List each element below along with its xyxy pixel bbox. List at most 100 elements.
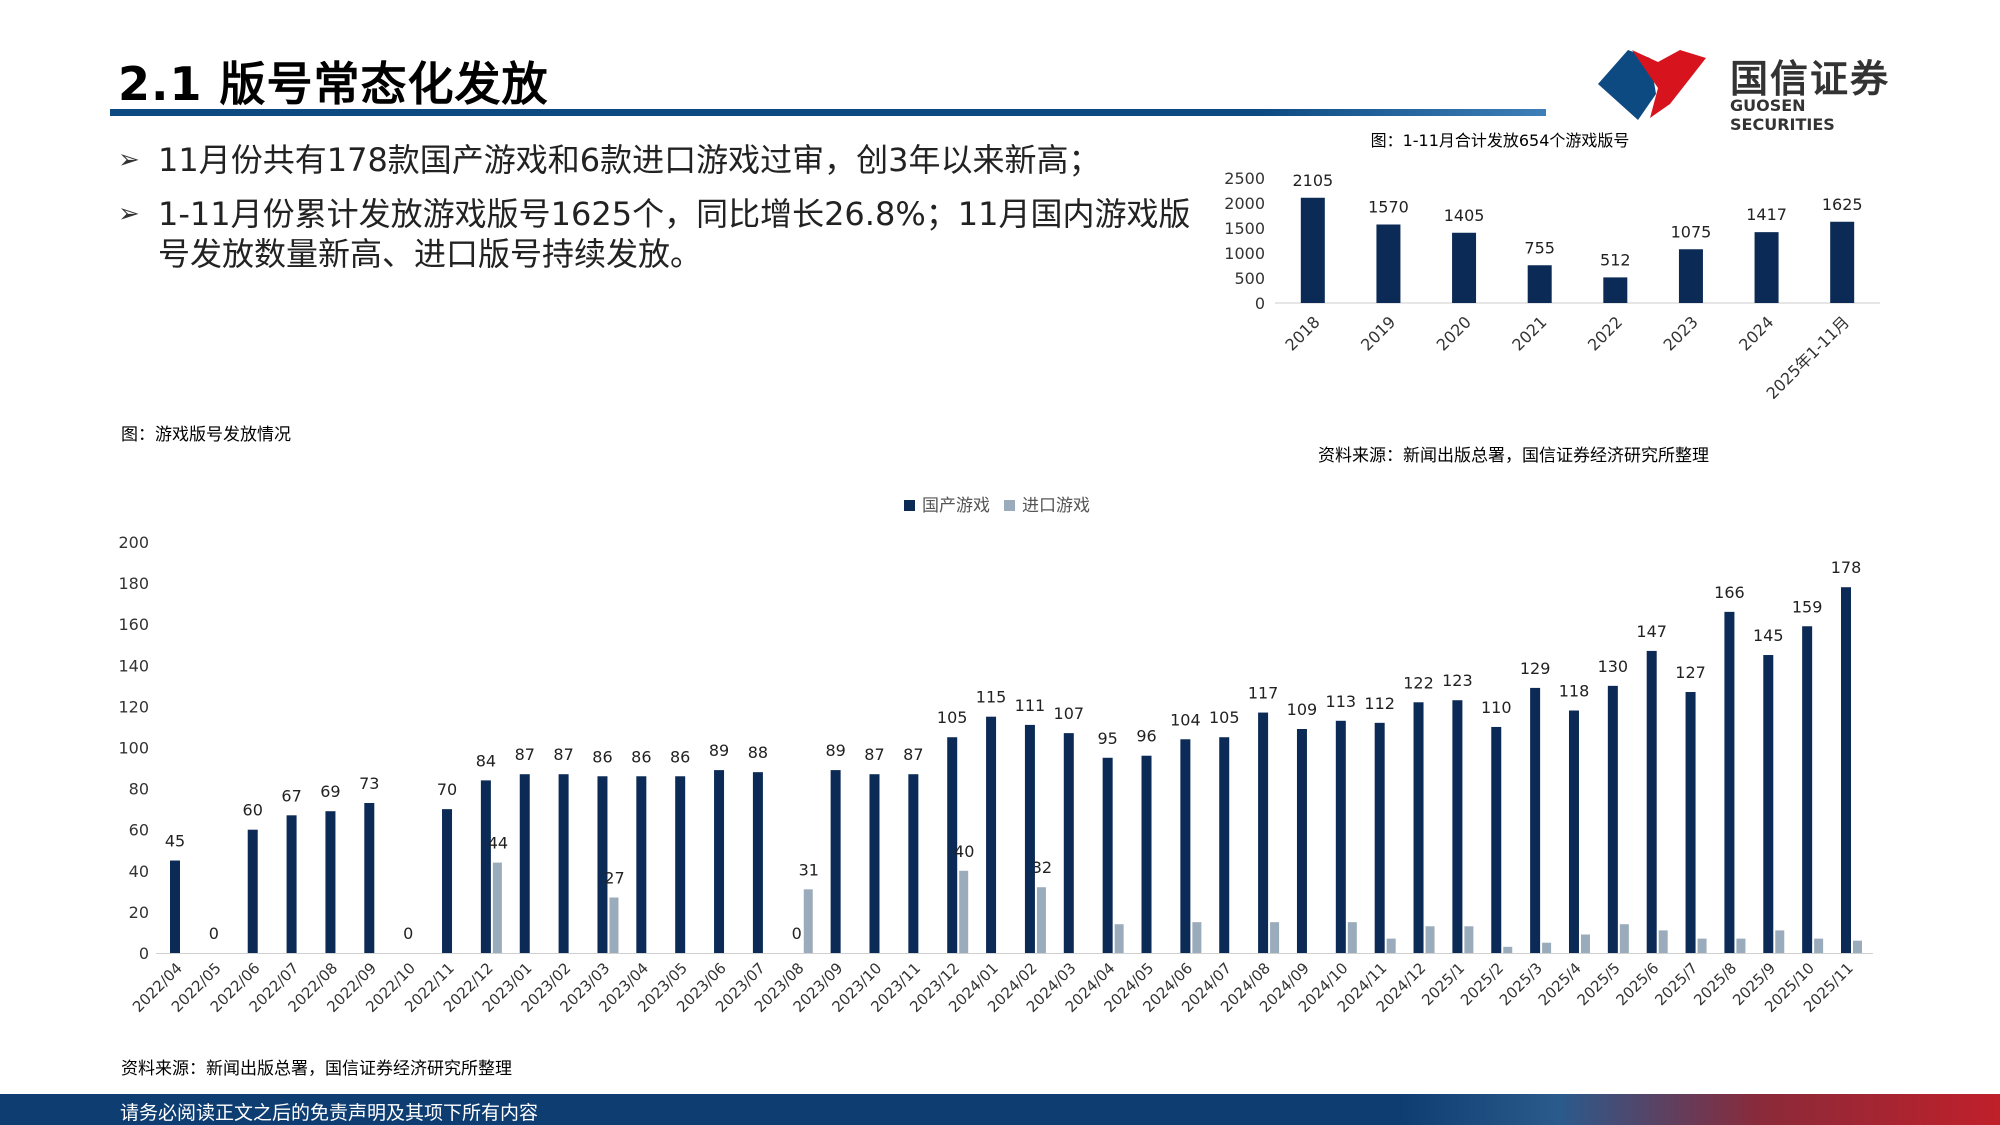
bar-domestic — [558, 774, 569, 953]
data-label-domestic: 96 — [1136, 727, 1156, 746]
bar-domestic — [325, 811, 336, 953]
data-label-domestic: 159 — [1792, 597, 1823, 616]
bar-domestic — [714, 770, 725, 953]
bar-domestic — [1763, 655, 1774, 953]
x-tick-label: 2025/6 — [1612, 959, 1662, 1009]
bar — [1300, 197, 1325, 303]
logo-text-en: GUOSEN SECURITIES — [1730, 96, 1835, 134]
data-label-domestic: 70 — [437, 780, 457, 799]
bar-domestic — [1102, 757, 1113, 953]
y-tick-label: 60 — [129, 821, 149, 840]
bar-domestic — [1258, 712, 1269, 953]
data-label-domestic: 84 — [476, 751, 496, 770]
y-tick-label: 1000 — [1224, 244, 1265, 263]
bar-domestic — [675, 776, 686, 953]
data-label-domestic: 0 — [209, 924, 219, 943]
chart-title: 图：1-11月合计发放654个游戏版号 — [1371, 131, 1630, 150]
bar-domestic — [364, 802, 375, 953]
data-label: 1625 — [1822, 195, 1863, 214]
bar-imported — [1036, 887, 1046, 953]
data-label-domestic: 86 — [592, 747, 612, 766]
data-label-domestic: 87 — [553, 745, 573, 764]
data-label-domestic: 86 — [670, 747, 690, 766]
bar-domestic — [286, 815, 297, 953]
data-label-domestic: 105 — [1209, 708, 1240, 727]
y-tick-label: 2000 — [1224, 194, 1265, 213]
data-label-domestic: 113 — [1326, 692, 1357, 711]
data-label-domestic: 115 — [976, 688, 1007, 707]
bar-imported — [959, 870, 969, 953]
bar-domestic — [1724, 611, 1735, 953]
data-label: 2105 — [1292, 171, 1333, 190]
bar-domestic — [519, 774, 530, 953]
bar-domestic — [480, 780, 491, 953]
bar-domestic — [830, 770, 841, 953]
y-tick-label: 0 — [1255, 294, 1265, 313]
data-label-domestic: 0 — [792, 924, 802, 943]
data-label-domestic: 67 — [281, 786, 301, 805]
bar-imported — [1503, 946, 1513, 953]
title-divider — [110, 109, 1546, 116]
data-label: 512 — [1600, 250, 1631, 269]
y-tick-label: 80 — [129, 780, 149, 799]
data-label-domestic: 73 — [359, 774, 379, 793]
data-label-domestic: 87 — [864, 745, 884, 764]
bar-domestic — [752, 772, 763, 953]
x-tick-label: 2022 — [1584, 312, 1626, 354]
data-label-domestic: 166 — [1714, 583, 1745, 602]
bar-imported — [609, 897, 619, 953]
data-label-domestic: 89 — [825, 741, 845, 760]
data-label: 1417 — [1746, 205, 1787, 224]
bar-domestic — [1374, 722, 1385, 953]
data-label-domestic: 111 — [1015, 696, 1046, 715]
bar-domestic — [947, 737, 958, 953]
data-label-domestic: 89 — [709, 741, 729, 760]
data-label: 1405 — [1444, 206, 1485, 225]
data-label-domestic: 122 — [1403, 673, 1434, 692]
bar-domestic — [442, 809, 453, 953]
bar-imported — [1270, 922, 1280, 953]
bullet-item: ➢ 1-11月份累计发放游戏版号1625个，同比增长26.8%；11月国内游戏版号… — [118, 194, 1198, 274]
x-tick-label: 2025/7 — [1651, 959, 1701, 1009]
bar-imported — [1619, 924, 1629, 953]
data-label-domestic: 87 — [515, 745, 535, 764]
bar-domestic — [1607, 685, 1618, 953]
bar-domestic — [1180, 739, 1191, 953]
bar-domestic — [636, 776, 647, 953]
page-title: 2.1 版号常态化发放 — [118, 57, 549, 111]
y-tick-label: 100 — [118, 739, 149, 758]
data-label-domestic: 87 — [903, 745, 923, 764]
logo-text-cn: 国信证券 — [1730, 57, 1891, 101]
data-label-domestic: 130 — [1598, 657, 1629, 676]
bullet-list: ➢ 11月份共有178款国产游戏和6款进口游戏过审，创3年以来新高； ➢ 1-11月… — [118, 140, 1198, 288]
logo-mark-icon — [1598, 50, 1706, 120]
annual-licenses-chart: 图：1-11月合计发放654个游戏版号 0 500 1000 1500 2000 2500 2… — [1224, 131, 1880, 403]
bar-domestic — [1802, 626, 1813, 953]
data-label-domestic: 127 — [1675, 663, 1706, 682]
x-tick-label: 2025/4 — [1535, 959, 1585, 1009]
bar-imported — [1192, 922, 1202, 953]
y-tick-label: 180 — [118, 574, 149, 593]
bar-imported — [1853, 940, 1862, 953]
bar-domestic — [1024, 724, 1035, 953]
bullet-item: ➢ 11月份共有178款国产游戏和6款进口游戏过审，创3年以来新高； — [118, 140, 1198, 180]
data-label-domestic: 86 — [631, 747, 651, 766]
bar-imported — [1814, 938, 1824, 953]
x-tick-label: 2025/1 — [1418, 959, 1468, 1009]
bar-domestic — [1530, 687, 1541, 953]
small-chart-source: 资料来源：新闻出版总署，国信证券经济研究所整理 — [1318, 446, 1709, 466]
bar-domestic — [1413, 702, 1424, 953]
bar-imported — [1658, 930, 1668, 953]
data-label: 755 — [1524, 238, 1555, 257]
y-tick-label: 120 — [118, 697, 149, 716]
data-label-domestic: 109 — [1287, 700, 1318, 719]
bar-domestic — [986, 716, 997, 953]
bar-domestic — [908, 774, 919, 953]
bar-imported — [1580, 934, 1590, 953]
x-tick-label: 2020 — [1433, 312, 1475, 354]
bar-domestic — [1491, 726, 1502, 953]
bar-imported — [1697, 938, 1707, 953]
bar-domestic — [1452, 700, 1463, 953]
data-label-imported: 44 — [488, 834, 508, 853]
data-label: 1570 — [1368, 198, 1409, 217]
